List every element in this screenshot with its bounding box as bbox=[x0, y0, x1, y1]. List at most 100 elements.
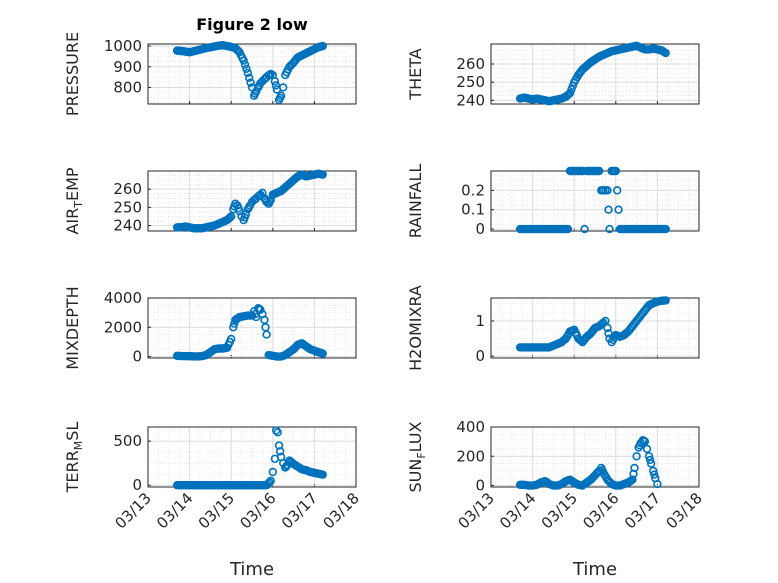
data-point bbox=[614, 205, 623, 214]
x-tick-label: 03/17 bbox=[278, 489, 321, 532]
data-point bbox=[563, 224, 573, 234]
data-point bbox=[245, 73, 254, 82]
data-point bbox=[646, 459, 656, 468]
subplot-1: 800 900 1000 PRESSURE bbox=[63, 32, 357, 116]
data-point bbox=[318, 470, 327, 479]
y-tick-label: 2000 bbox=[104, 318, 142, 336]
data-point bbox=[630, 463, 639, 473]
data-point bbox=[628, 475, 637, 484]
data-point bbox=[274, 441, 284, 450]
y-axis-label: MIXDEPTH bbox=[63, 286, 82, 369]
data-point bbox=[227, 212, 236, 221]
y-tick-label: 900 bbox=[113, 58, 142, 76]
y-tick-label: 0.1 bbox=[461, 201, 485, 219]
data-point bbox=[650, 470, 659, 479]
data-point bbox=[649, 466, 658, 476]
y-axis-label: THETA bbox=[406, 48, 425, 100]
y-tick-label: 0 bbox=[475, 220, 485, 238]
y-tick-label: 0 bbox=[475, 347, 485, 365]
axes-frame bbox=[147, 170, 357, 232]
data-point bbox=[318, 349, 327, 358]
y-axis-label: AIRTEMP bbox=[63, 167, 85, 234]
y-axis-label: TERRMSL bbox=[63, 422, 85, 494]
data-point bbox=[318, 41, 327, 51]
data-point bbox=[227, 334, 236, 344]
y-tick-label: 260 bbox=[456, 55, 485, 73]
data-point bbox=[603, 186, 612, 195]
data-point bbox=[601, 316, 610, 326]
axes-frame bbox=[147, 43, 357, 105]
x-tick-label: 03/15 bbox=[195, 489, 238, 532]
axes-frame bbox=[147, 297, 357, 359]
data-point bbox=[242, 64, 251, 74]
data-point bbox=[229, 323, 238, 332]
data-point bbox=[243, 68, 253, 78]
data-point bbox=[225, 213, 235, 222]
subplot-6: 0 1 H2OMIXRA bbox=[406, 285, 700, 371]
data-point bbox=[270, 77, 280, 86]
subplot-4: 00.1 0.2 RAINFALL bbox=[406, 164, 700, 239]
axes-frame bbox=[490, 43, 700, 105]
data-point bbox=[661, 296, 670, 305]
data-point bbox=[271, 426, 281, 435]
y-tick-label: 240 bbox=[113, 217, 142, 235]
y-tick-label: 250 bbox=[113, 198, 142, 216]
y-tick-label: 1000 bbox=[104, 37, 142, 55]
y-tick-label: 260 bbox=[113, 180, 142, 198]
data-point bbox=[645, 455, 655, 465]
y-axis-label: RAINFALL bbox=[406, 164, 425, 239]
data-point bbox=[612, 186, 622, 195]
y-tick-label: 200 bbox=[456, 447, 485, 465]
data-point bbox=[603, 323, 612, 333]
data-point bbox=[661, 224, 670, 234]
y-tick-label: 800 bbox=[113, 78, 142, 96]
data-point bbox=[276, 91, 286, 100]
data-point bbox=[642, 444, 652, 454]
x-tick-label: 03/15 bbox=[538, 489, 581, 532]
x-tick-label: 03/17 bbox=[621, 489, 664, 532]
data-point bbox=[604, 205, 613, 214]
y-tick-label: 0 bbox=[132, 476, 142, 494]
subplot-5: 0 2000 4000 MIXDEPTH bbox=[63, 286, 357, 370]
data-point bbox=[279, 83, 288, 92]
x-tick-label: 03/18 bbox=[663, 489, 706, 532]
y-tick-label: 0 bbox=[475, 477, 485, 495]
data-point bbox=[273, 428, 282, 437]
axes-frame bbox=[490, 426, 700, 488]
data-point bbox=[239, 56, 248, 65]
data-point bbox=[240, 60, 250, 69]
x-tick-label: 03/14 bbox=[496, 489, 539, 532]
x-axis-label-left: Time bbox=[229, 559, 274, 580]
y-tick-label: 500 bbox=[113, 432, 142, 450]
data-point bbox=[265, 478, 274, 487]
x-tick-label: 03/14 bbox=[153, 489, 196, 532]
figure-title: Figure 2 low bbox=[196, 15, 308, 34]
y-tick-label: 240 bbox=[456, 91, 485, 109]
data-point bbox=[268, 467, 277, 477]
data-point bbox=[594, 166, 604, 176]
y-tick-label: 4000 bbox=[104, 289, 142, 307]
data-point bbox=[256, 305, 265, 314]
data-point bbox=[580, 224, 589, 234]
data-point bbox=[262, 197, 271, 207]
x-tick-label: 03/16 bbox=[236, 489, 279, 532]
x-axis-label-right: Time bbox=[572, 559, 617, 580]
data-point bbox=[653, 479, 662, 489]
data-point bbox=[262, 330, 271, 339]
y-tick-label: 0 bbox=[132, 348, 142, 366]
data-point bbox=[640, 437, 650, 446]
x-tick-label: 03/16 bbox=[579, 489, 622, 532]
data-point bbox=[318, 170, 327, 179]
data-point bbox=[266, 476, 275, 486]
x-tick-label: 03/13 bbox=[455, 489, 498, 532]
x-tick-label: 03/18 bbox=[320, 489, 363, 532]
data-point bbox=[599, 318, 608, 327]
data-point bbox=[246, 78, 255, 87]
data-point bbox=[604, 329, 613, 338]
